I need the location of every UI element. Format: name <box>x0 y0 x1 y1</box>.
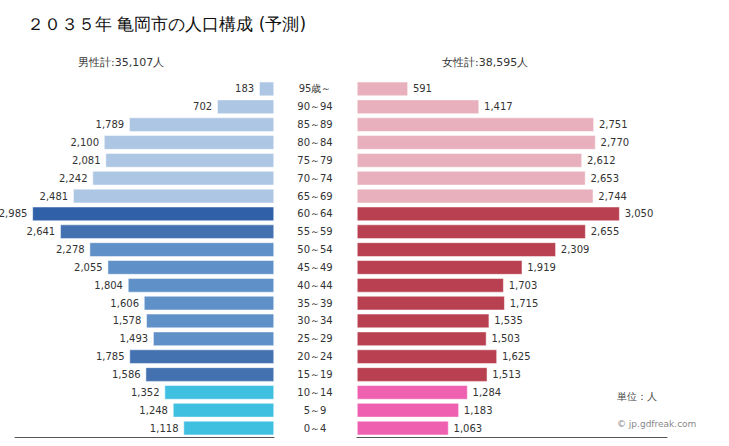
svg-text:30～34: 30～34 <box>297 315 332 326</box>
svg-text:2,612: 2,612 <box>587 155 616 166</box>
svg-text:2,655: 2,655 <box>591 226 620 237</box>
svg-text:1,804: 1,804 <box>94 280 123 291</box>
svg-text:20～24: 20～24 <box>297 351 332 362</box>
svg-text:1,248: 1,248 <box>139 405 168 416</box>
svg-text:2,985: 2,985 <box>0 208 27 219</box>
svg-text:3,050: 3,050 <box>625 208 654 219</box>
svg-text:2,641: 2,641 <box>27 226 56 237</box>
svg-text:2,770: 2,770 <box>601 137 630 148</box>
svg-text:1,919: 1,919 <box>527 262 556 273</box>
svg-text:2,309: 2,309 <box>561 244 590 255</box>
svg-text:2,751: 2,751 <box>599 119 628 130</box>
svg-text:2,100: 2,100 <box>70 137 99 148</box>
svg-text:2,242: 2,242 <box>59 173 88 184</box>
svg-text:75～79: 75～79 <box>297 155 332 166</box>
svg-text:85～89: 85～89 <box>297 119 332 130</box>
svg-text:5～9: 5～9 <box>304 405 327 416</box>
svg-text:1,118: 1,118 <box>150 423 179 434</box>
svg-text:２０３５年 亀岡市の人口構成 (予測): ２０３５年 亀岡市の人口構成 (予測) <box>27 14 306 34</box>
svg-text:1,503: 1,503 <box>491 333 520 344</box>
svg-text:2,278: 2,278 <box>56 244 85 255</box>
svg-text:80～84: 80～84 <box>297 137 332 148</box>
svg-text:2,081: 2,081 <box>72 155 101 166</box>
svg-text:40～44: 40～44 <box>297 280 332 291</box>
svg-text:1,063: 1,063 <box>454 423 483 434</box>
svg-text:1,789: 1,789 <box>96 119 125 130</box>
svg-text:© jp.gdfreak.com: © jp.gdfreak.com <box>617 419 696 429</box>
svg-text:95歳～: 95歳～ <box>299 83 332 94</box>
svg-text:1,785: 1,785 <box>96 351 125 362</box>
svg-text:1,513: 1,513 <box>492 369 521 380</box>
svg-text:女性計:38,595人: 女性計:38,595人 <box>442 56 528 69</box>
svg-text:50～54: 50～54 <box>297 244 332 255</box>
svg-text:702: 702 <box>193 101 212 112</box>
svg-text:35～39: 35～39 <box>297 298 332 309</box>
svg-text:0～4: 0～4 <box>304 423 327 434</box>
svg-text:45～49: 45～49 <box>297 262 332 273</box>
svg-text:591: 591 <box>413 83 432 94</box>
svg-text:1,578: 1,578 <box>113 315 142 326</box>
svg-text:15～19: 15～19 <box>297 369 332 380</box>
svg-text:25～29: 25～29 <box>297 333 332 344</box>
svg-text:2,744: 2,744 <box>598 191 627 202</box>
svg-text:1,284: 1,284 <box>473 387 502 398</box>
svg-text:183: 183 <box>235 83 254 94</box>
svg-text:65～69: 65～69 <box>297 191 332 202</box>
svg-text:男性計:35,107人: 男性計:35,107人 <box>78 56 164 69</box>
svg-text:2,481: 2,481 <box>40 191 69 202</box>
svg-text:1,493: 1,493 <box>120 333 149 344</box>
svg-text:2,055: 2,055 <box>74 262 103 273</box>
svg-text:60～64: 60～64 <box>297 208 332 219</box>
svg-text:1,183: 1,183 <box>464 405 493 416</box>
svg-text:1,417: 1,417 <box>484 101 513 112</box>
svg-text:10～14: 10～14 <box>297 387 332 398</box>
svg-text:2,653: 2,653 <box>590 173 619 184</box>
svg-text:1,586: 1,586 <box>112 369 141 380</box>
svg-text:1,352: 1,352 <box>131 387 160 398</box>
svg-text:1,703: 1,703 <box>509 280 538 291</box>
svg-text:70～74: 70～74 <box>297 173 332 184</box>
svg-text:55～59: 55～59 <box>297 226 332 237</box>
svg-text:90～94: 90～94 <box>297 101 332 112</box>
svg-text:1,625: 1,625 <box>502 351 531 362</box>
svg-text:1,715: 1,715 <box>510 298 539 309</box>
svg-text:1,535: 1,535 <box>494 315 523 326</box>
svg-text:1,606: 1,606 <box>110 298 139 309</box>
svg-text:単位：人: 単位：人 <box>617 391 657 402</box>
